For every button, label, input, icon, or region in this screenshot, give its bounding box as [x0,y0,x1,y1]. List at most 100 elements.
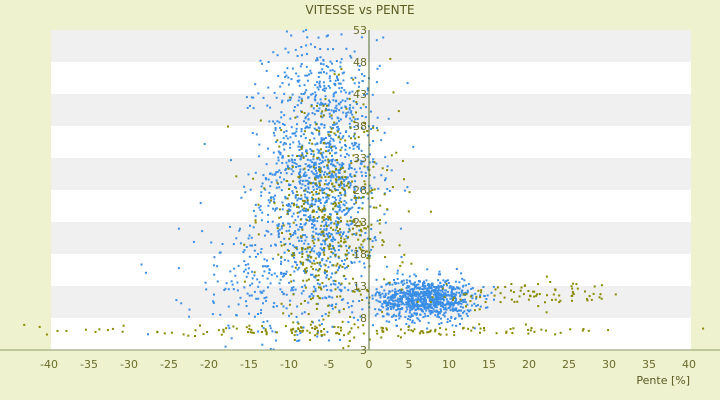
data-point [331,158,334,161]
data-point [335,179,338,182]
data-point [344,91,347,94]
data-point [351,90,354,93]
data-point [327,103,330,106]
data-point [298,174,301,177]
data-point [374,294,377,297]
x-tick-label: 5 [406,358,413,371]
data-point [291,165,294,168]
data-point [344,190,346,192]
data-point [331,183,334,186]
data-point [216,265,219,268]
data-point [415,292,418,295]
data-point [188,315,191,318]
data-point [187,334,190,337]
data-point [439,303,442,306]
data-point [366,92,369,95]
data-point [220,333,223,336]
data-point [335,271,338,274]
data-point [350,77,353,79]
data-point [529,329,532,332]
data-point [337,171,340,174]
data-point [318,207,320,210]
data-point [245,300,247,303]
data-point [182,333,185,336]
data-point [376,219,379,222]
data-point [304,137,307,139]
data-point [418,295,421,297]
data-point [322,63,325,66]
data-point [479,294,482,297]
data-point [268,272,271,275]
data-point [486,306,489,309]
data-point [405,286,408,289]
data-point [388,283,391,286]
data-point [442,302,444,305]
data-point [358,224,361,227]
data-point [329,140,332,143]
data-point [339,184,342,187]
data-point [417,308,420,311]
data-point [323,249,326,252]
data-point [254,83,257,86]
data-point [406,284,409,287]
data-point [299,210,302,213]
data-point [435,310,438,313]
data-point [370,110,372,113]
y-tick-label: 53 [353,24,367,37]
data-point [373,176,376,179]
data-point [273,173,276,176]
data-point [457,313,460,316]
data-point [318,107,321,110]
data-point [334,229,337,232]
data-point [303,207,306,210]
data-point [442,279,445,282]
data-point [339,132,342,135]
data-point [325,227,328,230]
data-point [307,164,310,167]
data-point [370,228,373,231]
data-point [336,295,339,298]
data-point [326,167,329,169]
data-point [363,187,366,189]
data-point [268,191,271,194]
data-point [533,290,536,293]
data-point [339,176,342,179]
data-point [355,247,358,250]
data-point [296,263,298,266]
data-point [272,257,275,260]
data-point [437,288,440,291]
data-point [216,280,219,283]
data-point [324,243,327,246]
data-point [422,310,424,313]
data-point [308,331,311,334]
data-point [295,130,298,133]
data-point [402,283,404,286]
data-point [433,289,436,292]
data-point [306,190,309,193]
data-point [337,128,340,130]
data-point [323,253,326,256]
data-point [269,172,272,175]
data-point [441,287,444,290]
data-point [306,329,309,332]
data-point [434,314,437,317]
data-point [94,330,97,333]
data-point [345,152,348,155]
data-point [398,304,401,307]
data-point [440,286,443,288]
data-point [451,307,454,310]
data-point [302,93,305,95]
data-point [287,259,290,262]
data-point [454,293,457,296]
data-point [334,189,337,192]
data-point [245,96,248,99]
data-point [271,330,274,333]
data-point [452,302,455,305]
data-point [575,283,578,286]
data-point [369,238,372,241]
y-tick-label: 28 [353,184,367,197]
data-point [319,140,322,143]
data-point [462,326,465,329]
data-point [336,116,339,119]
